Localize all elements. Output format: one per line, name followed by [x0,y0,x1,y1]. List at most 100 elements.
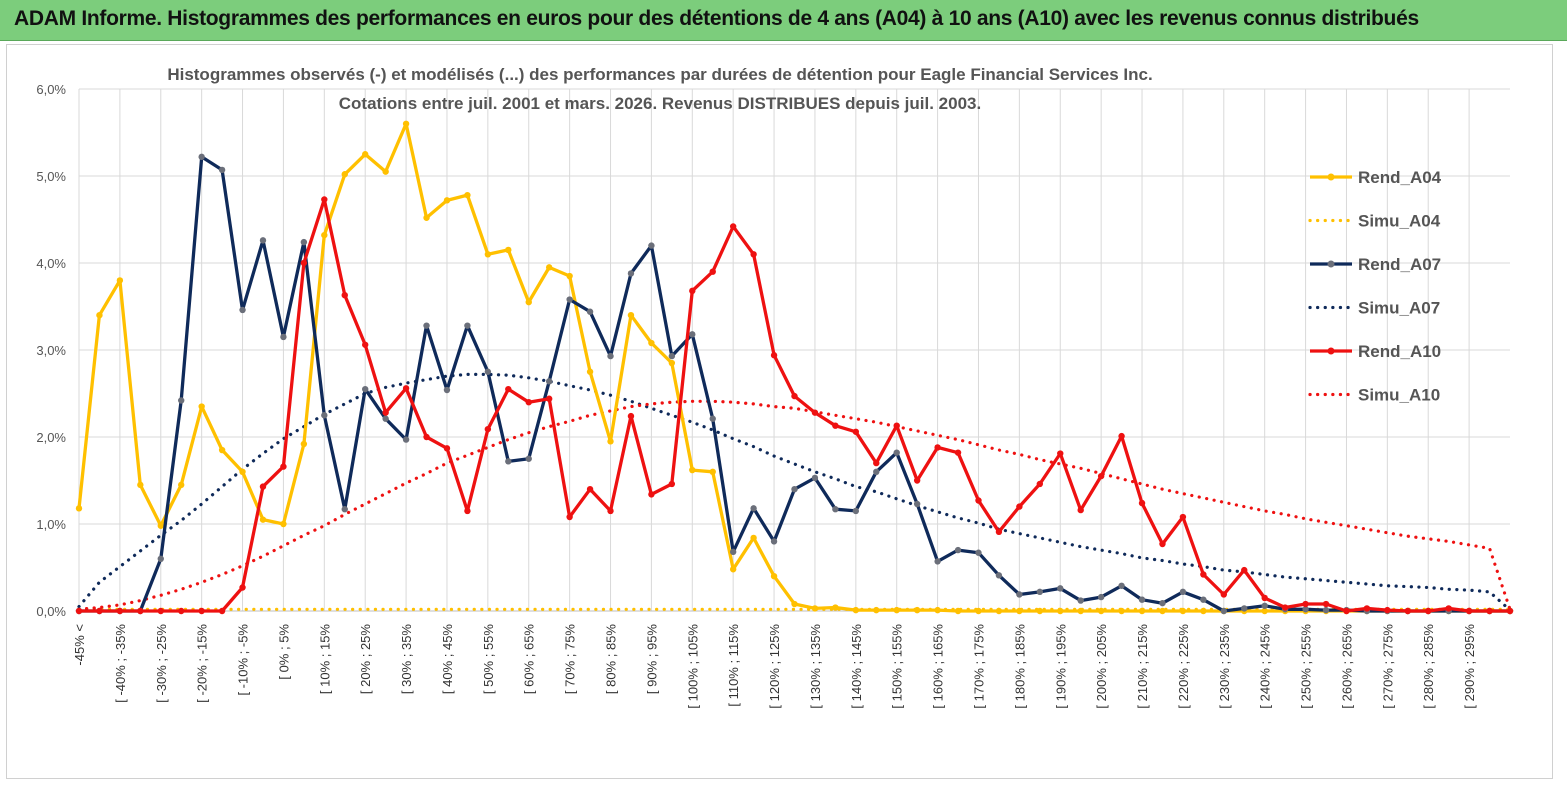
y-tick-label: 4,0% [36,256,66,271]
data-point [362,385,369,393]
data-point [873,468,880,475]
data-point [873,606,880,614]
data-point [893,449,900,456]
data-point [1241,566,1248,574]
data-point [1036,588,1044,596]
data-point [975,497,982,504]
series-line-Rend_A10 [79,197,1510,613]
x-tick-label: [ 210% ; 215% [1135,624,1150,709]
data-point [382,409,389,416]
data-point [1261,607,1268,615]
data-point [832,422,839,429]
data-point [300,259,308,267]
data-point [1200,571,1207,578]
legend-item-Rend_A07: Rend_A07 [1310,255,1441,274]
data-point [443,445,451,452]
x-tick-label: [ 130% ; 135% [808,624,823,709]
x-tick-label: [ 200% ; 205% [1094,624,1109,709]
data-point [566,513,573,521]
data-point [995,572,1003,579]
data-point [627,270,635,277]
data-point [423,433,430,441]
data-point [832,604,839,611]
series-line-Simu_A10 [77,399,1512,611]
x-tick-label: [ -20% ; -15% [195,624,210,703]
data-point [382,168,389,175]
legend-label: Rend_A04 [1358,168,1442,187]
legend-label: Rend_A10 [1358,342,1441,361]
data-point [811,409,819,416]
x-tick-label: [ 30% ; 35% [399,624,414,695]
data-point [852,507,860,515]
data-point [689,466,696,474]
data-point [1281,604,1289,611]
data-point [1445,605,1452,612]
data-point [198,607,205,615]
data-point [934,606,941,614]
data-point [913,606,921,614]
data-point [484,425,492,433]
series-Rend_A10 [75,196,1514,615]
data-point [218,446,226,454]
data-point [137,607,144,615]
legend: Rend_A04 Simu_A04 Rend_A07 Simu_A07 Rend_A10… [1308,168,1442,405]
x-tick-label: [ 40% ; 45% [440,624,455,695]
data-point [1465,607,1473,615]
data-point [1016,607,1023,615]
data-point [934,444,941,451]
x-axis-ticks: -45% < [ -40% ; -35% [ -30% ; -25% [ -20% ;… [72,624,1477,709]
data-point [423,214,430,221]
data-point [280,463,287,470]
data-point [648,242,655,249]
data-point [852,606,860,614]
data-point [668,480,676,488]
data-point [178,481,185,489]
x-tick-label: [ 280% ; 285% [1421,624,1436,709]
data-point [362,341,369,348]
data-point [525,455,532,462]
data-point [1036,480,1044,488]
data-point [1425,607,1432,615]
data-point [259,237,267,244]
data-point [484,368,492,375]
data-point [402,120,410,128]
data-point [648,491,655,498]
legend-item-Rend_A04: Rend_A04 [1310,168,1442,187]
y-tick-label: 3,0% [36,343,66,358]
x-tick-label: [ 120% ; 125% [767,624,782,709]
data-point [873,459,880,467]
data-point [321,196,328,203]
legend-item-Simu_A10: Simu_A10 [1308,386,1440,405]
data-point [545,378,553,385]
x-tick-label: [ 0% ; 5% [276,624,291,680]
data-point [137,481,144,489]
data-point [852,428,860,435]
data-point [1179,513,1187,521]
data-point [689,331,696,338]
data-point [709,468,716,475]
data-point [443,197,451,204]
data-point [1241,605,1248,612]
y-tick-label: 6,0% [36,82,66,97]
data-point [157,607,164,615]
data-point [954,607,962,615]
data-point [586,486,594,493]
x-tick-label: [ 140% ; 145% [849,624,864,709]
data-point [648,339,655,347]
legend-marker [1327,173,1335,181]
data-point [157,555,164,562]
data-point [259,516,267,523]
x-tick-label: [ 10% ; 15% [317,624,332,695]
y-axis-ticks: 0,0% 1,0% 2,0% 3,0% 4,0% 5,0% 6,0% [36,82,66,619]
data-point [402,385,410,392]
data-point [280,333,287,341]
data-point [729,548,737,556]
x-tick-label: [ 260% ; 265% [1339,624,1354,709]
data-point [1220,591,1228,598]
x-tick-label: [ 270% ; 275% [1380,624,1395,709]
data-point [239,306,246,314]
data-point [1159,540,1166,548]
data-point [545,264,553,271]
data-point [791,486,798,493]
